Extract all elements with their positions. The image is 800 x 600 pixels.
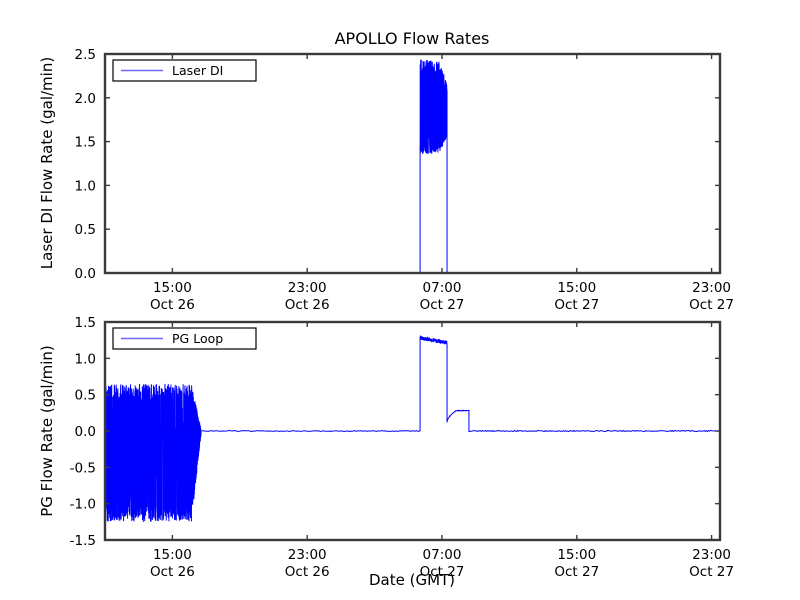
top-y-axis-label: Laser DI Flow Rate (gal/min) xyxy=(38,57,56,269)
series-line-pg-loop xyxy=(105,334,720,522)
x-tick-label-time: 23:00 xyxy=(692,280,731,296)
x-tick-label-date: Oct 27 xyxy=(420,564,465,580)
y-tick-label: 2.5 xyxy=(75,47,96,63)
x-tick-label-time: 15:00 xyxy=(557,280,596,296)
x-tick-label-date: Oct 27 xyxy=(689,564,734,580)
top-plot-data xyxy=(105,59,720,273)
y-tick-label: 0.0 xyxy=(75,424,96,440)
y-tick-label: 1.5 xyxy=(75,135,96,151)
y-tick-label: -1.0 xyxy=(70,497,96,513)
x-axis-label: Date (GMT) xyxy=(369,571,455,589)
x-tick-label-date: Oct 27 xyxy=(420,297,465,313)
x-tick-label-date: Oct 26 xyxy=(150,297,195,313)
top-panel: APOLLO Flow Rates 0.0 0.5 1.0 1.5 2.0 2.5 15:… xyxy=(38,29,734,313)
x-tick-label-date: Oct 27 xyxy=(554,564,599,580)
series-line-laser-di xyxy=(105,59,720,273)
x-tick-label-time: 07:00 xyxy=(423,547,462,563)
x-tick-label-date: Oct 27 xyxy=(554,297,599,313)
x-tick-label-time: 15:00 xyxy=(153,547,192,563)
x-tick-label-time: 23:00 xyxy=(288,547,327,563)
x-tick-label-date: Oct 26 xyxy=(285,564,330,580)
x-tick-label-time: 23:00 xyxy=(692,547,731,563)
bottom-legend-box xyxy=(112,327,257,350)
x-tick-label-time: 23:00 xyxy=(288,280,327,296)
x-tick-label-time: 07:00 xyxy=(423,280,462,296)
top-legend-box xyxy=(112,59,257,82)
y-tick-label: 0.5 xyxy=(75,388,96,404)
x-tick-label-time: 15:00 xyxy=(557,547,596,563)
y-tick-label: 2.0 xyxy=(75,91,96,107)
y-tick-label: 0.5 xyxy=(75,222,96,238)
y-tick-label: 1.0 xyxy=(75,351,96,367)
y-tick-label: -1.5 xyxy=(70,533,96,549)
y-tick-label: 1.5 xyxy=(75,315,96,331)
page-title: APOLLO Flow Rates xyxy=(335,29,490,48)
bottom-y-axis-label: PG Flow Rate (gal/min) xyxy=(38,345,56,517)
bottom-plot-data xyxy=(105,334,720,522)
bottom-legend-label-pg-loop: PG Loop xyxy=(172,331,223,346)
top-axes-frame xyxy=(103,52,722,275)
bottom-legend[interactable]: PG Loop xyxy=(112,327,257,350)
x-tick-label-date: Oct 27 xyxy=(689,297,734,313)
x-tick-label-date: Oct 26 xyxy=(150,564,195,580)
bottom-y-ticks: -1.5 -1.0 -0.5 0.0 0.5 1.0 1.5 xyxy=(70,315,720,549)
x-tick-label-time: 15:00 xyxy=(153,280,192,296)
top-y-ticks: 0.0 0.5 1.0 1.5 2.0 2.5 xyxy=(75,47,720,282)
y-tick-label: 0.0 xyxy=(75,266,96,282)
top-legend[interactable]: Laser DI xyxy=(112,59,257,82)
x-tick-label-date: Oct 26 xyxy=(285,297,330,313)
y-tick-label: -0.5 xyxy=(70,460,96,476)
top-legend-label-laser-di: Laser DI xyxy=(172,63,223,78)
y-tick-label: 1.0 xyxy=(75,178,96,194)
